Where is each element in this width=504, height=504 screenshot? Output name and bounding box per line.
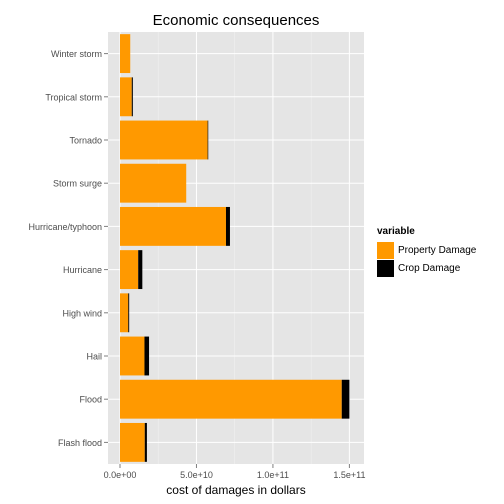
- y-tick-label: High wind: [62, 308, 102, 318]
- y-tick-label: Flash flood: [58, 438, 102, 448]
- bar-crop-tropical-storm: [131, 77, 133, 117]
- y-tick-label: Hurricane: [63, 265, 102, 275]
- bars: [120, 34, 350, 462]
- x-axis-ticks: 0.0e+00 5.0e+10 1.0e+11 1.5e+11: [104, 464, 365, 480]
- x-axis-label: cost of damages in dollars: [166, 483, 306, 497]
- chart-title: Economic consequences: [152, 12, 320, 29]
- y-tick-label: Winter storm: [51, 49, 102, 59]
- bar-property-flash-flood: [120, 422, 145, 462]
- legend-label-property-damage: Property Damage: [398, 244, 477, 256]
- y-tick-label: Hail: [86, 352, 102, 362]
- y-tick-label: Tornado: [69, 136, 102, 146]
- bar-property-storm-surge: [120, 163, 187, 203]
- y-tick-label: Flood: [79, 395, 102, 405]
- bar-property-flood: [120, 379, 342, 419]
- bar-property-winter-storm: [120, 34, 131, 74]
- y-tick-label: Hurricane/typhoon: [28, 222, 102, 232]
- bar-crop-flash-flood: [144, 422, 147, 462]
- bar-crop-high-wind: [128, 293, 130, 333]
- bar-crop-hurricane-typhoon: [225, 206, 230, 246]
- bar-property-tornado: [120, 120, 208, 160]
- x-tick-label: 1.0e+11: [257, 470, 289, 480]
- y-tick-label: Storm surge: [53, 179, 102, 189]
- x-tick-label: 5.0e+10: [180, 470, 213, 480]
- bar-crop-hurricane: [138, 250, 143, 290]
- x-tick-label: 0.0e+00: [104, 470, 137, 480]
- legend-key-crop-damage: [377, 259, 394, 277]
- bar-property-hurricane: [120, 250, 139, 290]
- bar-crop-flood: [341, 379, 350, 419]
- bar-property-hail: [120, 336, 145, 376]
- legend-key-property-damage: [377, 241, 394, 259]
- bar-property-hurricane-typhoon: [120, 206, 226, 246]
- legend-label-crop-damage: Crop Damage: [398, 262, 461, 274]
- y-axis-ticks: Flash flood Flood Hail High wind Hurricane Hu…: [28, 49, 108, 448]
- y-tick-label: Tropical storm: [45, 92, 102, 102]
- legend-item-property-damage: Property Damage: [377, 241, 476, 259]
- bar-property-high-wind: [120, 293, 129, 333]
- legend-item-crop-damage: Crop Damage: [377, 259, 476, 277]
- legend-title: variable: [377, 226, 415, 237]
- bar-property-tropical-storm: [120, 77, 132, 117]
- bar-crop-tornado: [207, 120, 209, 160]
- x-tick-label: 1.5e+11: [333, 470, 365, 480]
- legend: variable Property Damage Crop Damage: [377, 226, 476, 277]
- bar-crop-hail: [144, 336, 150, 376]
